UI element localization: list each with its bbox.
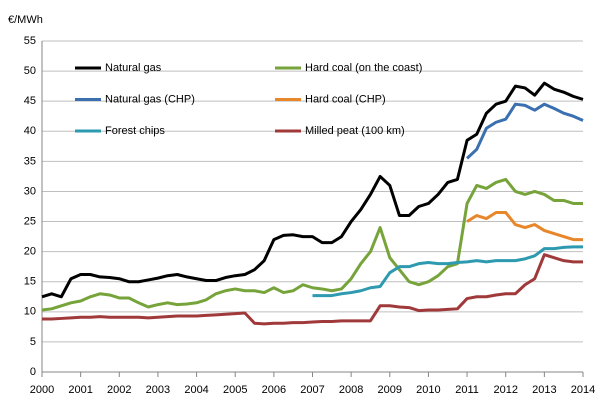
legend-label: Hard coal (CHP)	[305, 93, 386, 105]
x-tick-label: 2012	[493, 384, 517, 396]
x-tick-label: 2005	[223, 384, 247, 396]
legend-label: Natural gas (CHP)	[105, 93, 195, 105]
legend-label: Natural gas	[105, 62, 162, 74]
x-tick-label: 2002	[107, 384, 131, 396]
x-tick-label: 2011	[455, 384, 479, 396]
legend-label: Forest chips	[105, 125, 165, 137]
y-tick-label: 25	[24, 215, 36, 227]
x-tick-label: 2009	[378, 384, 402, 396]
series-line	[466, 211, 583, 242]
series-line	[41, 81, 584, 299]
legend-label: Milled peat (100 km)	[305, 125, 405, 137]
x-tick-label: 2008	[339, 384, 363, 396]
legend-label: Hard coal (on the coast)	[305, 62, 422, 74]
series-line	[42, 253, 583, 326]
y-tick-label: 40	[24, 125, 36, 137]
series-line	[41, 177, 583, 312]
x-tick-label: 2010	[416, 384, 440, 396]
x-tick-label: 2003	[146, 384, 170, 396]
y-tick-label: 5	[30, 336, 36, 348]
x-tick-label: 2004	[184, 384, 208, 396]
x-tick-label: 2006	[262, 384, 286, 396]
x-tick-label: 2000	[30, 384, 54, 396]
x-tick-label: 2001	[68, 384, 92, 396]
y-tick-label: 45	[24, 95, 36, 107]
x-tick-label: 2007	[300, 384, 324, 396]
y-axis-label: €/MWh	[8, 14, 43, 26]
y-tick-label: 10	[24, 306, 36, 318]
series-line	[466, 102, 584, 160]
y-tick-label: 50	[24, 65, 36, 77]
x-tick-label: 2014	[571, 384, 595, 396]
y-tick-label: 0	[30, 366, 36, 378]
y-tick-label: 30	[24, 185, 36, 197]
series-line	[312, 245, 583, 298]
x-tick-label: 2013	[532, 384, 556, 396]
y-tick-label: 55	[24, 35, 36, 47]
y-tick-label: 15	[24, 276, 36, 288]
y-tick-label: 20	[24, 246, 36, 258]
y-tick-label: 35	[24, 155, 36, 167]
